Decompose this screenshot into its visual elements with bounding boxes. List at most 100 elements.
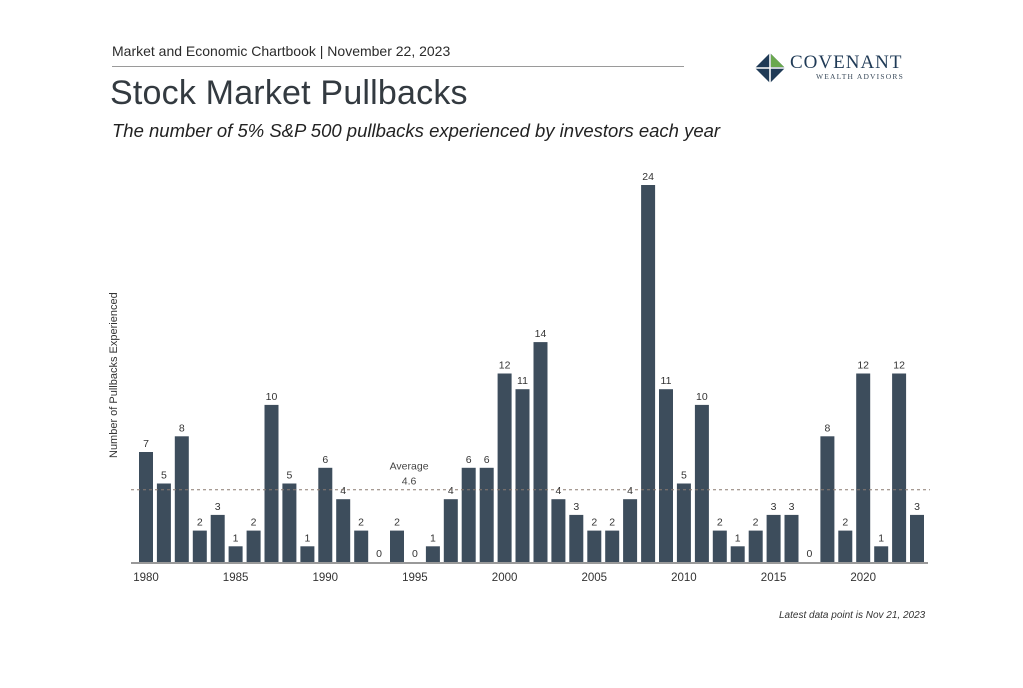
value-label-2003: 4: [555, 485, 561, 497]
bars-group: [139, 185, 924, 563]
bar-1980: [139, 452, 153, 562]
value-label-2002: 14: [535, 328, 547, 340]
value-label-1985: 1: [233, 532, 239, 544]
bar-2015: [766, 514, 781, 562]
value-label-1990: 6: [322, 454, 328, 466]
bar-2010: [676, 483, 691, 562]
bar-1984: [210, 514, 225, 562]
value-label-2006: 2: [609, 517, 615, 529]
x-tick-2015: 2015: [761, 572, 787, 584]
bar-2001: [515, 389, 530, 562]
value-label-2011: 10: [696, 391, 708, 403]
bar-1999: [479, 467, 494, 563]
x-tick-1995: 1995: [402, 572, 428, 584]
value-label-2007: 4: [627, 485, 633, 497]
bar-1992: [354, 530, 369, 562]
value-label-2012: 2: [717, 517, 723, 529]
bar-2014: [748, 530, 763, 562]
footnote: Latest data point is Nov 21, 2023: [779, 610, 926, 621]
bar-2020: [856, 373, 871, 562]
value-label-2014: 2: [753, 517, 759, 529]
bar-1987: [264, 404, 279, 562]
x-tick-2005: 2005: [582, 572, 608, 584]
bar-2023: [910, 514, 924, 562]
page-subtitle: The number of 5% S&P 500 pullbacks exper…: [112, 120, 721, 141]
bar-1985: [228, 546, 243, 562]
x-tick-2010: 2010: [671, 572, 697, 584]
value-label-1996: 1: [430, 532, 436, 544]
value-label-1998: 6: [466, 454, 472, 466]
bar-2003: [551, 499, 566, 562]
value-label-1982: 8: [179, 422, 185, 434]
x-tick-1990: 1990: [313, 572, 339, 584]
x-tick-labels-group: 1980 1985 1990 1995 2000 2005 2010 2015 2020: [133, 572, 876, 584]
value-label-2021: 1: [878, 532, 884, 544]
value-label-1993: 0: [376, 548, 382, 560]
value-label-1984: 3: [215, 501, 221, 513]
bar-2008: [641, 185, 656, 562]
value-label-2001: 11: [517, 375, 528, 387]
average-label: Average: [390, 461, 429, 473]
value-label-1980: 7: [143, 438, 149, 450]
value-label-2022: 12: [893, 360, 905, 372]
company-logo: COVENANT WEALTH ADVISORS: [754, 50, 924, 86]
value-label-1995: 0: [412, 548, 418, 560]
value-label-2004: 3: [573, 501, 579, 513]
bar-2007: [623, 499, 638, 562]
bar-1990: [318, 467, 333, 563]
bar-2004: [569, 514, 584, 562]
y-axis-label: Number of Pullbacks Experienced: [108, 292, 120, 458]
bar-1988: [282, 483, 297, 562]
value-label-2016: 3: [789, 501, 795, 513]
bar-2009: [659, 389, 673, 562]
value-label-2005: 2: [591, 517, 597, 529]
bar-1994: [390, 530, 404, 562]
value-label-1999: 6: [484, 454, 490, 466]
value-label-2008: 24: [642, 171, 654, 183]
value-label-2010: 5: [681, 470, 687, 482]
bar-1989: [300, 546, 315, 562]
x-tick-2000: 2000: [492, 572, 518, 584]
bar-2011: [694, 404, 709, 562]
value-label-1987: 10: [266, 391, 278, 403]
bar-1997: [443, 499, 458, 562]
value-label-1981: 5: [161, 470, 167, 482]
bar-1983: [192, 530, 207, 562]
bar-2000: [497, 373, 512, 562]
bar-1986: [246, 530, 261, 562]
x-tick-1985: 1985: [223, 572, 249, 584]
bar-1996: [425, 546, 440, 562]
x-tick-1980: 1980: [133, 572, 159, 584]
value-label-2020: 12: [857, 360, 869, 372]
bar-2005: [587, 530, 602, 562]
average-value-label: 4.6: [402, 476, 417, 488]
page-title: Stock Market Pullbacks: [110, 74, 468, 112]
value-label-2015: 3: [771, 501, 777, 513]
bar-2019: [838, 530, 853, 562]
logo-subtitle: WEALTH ADVISORS: [816, 72, 904, 81]
bar-2013: [730, 546, 745, 562]
value-label-1988: 5: [286, 470, 292, 482]
value-label-1989: 1: [304, 532, 310, 544]
bar-1991: [336, 499, 351, 562]
value-label-2019: 2: [842, 517, 848, 529]
bar-2006: [605, 530, 620, 562]
value-label-1991: 4: [340, 485, 346, 497]
bar-2012: [712, 530, 727, 562]
bar-1998: [461, 467, 476, 563]
chartbook-header: Market and Economic Chartbook | November…: [112, 43, 451, 59]
value-label-2000: 12: [499, 360, 511, 372]
value-label-2009: 11: [661, 375, 672, 387]
covenant-logo-icon: [755, 53, 785, 83]
bar-2021: [874, 546, 889, 562]
bar-1981: [156, 483, 171, 562]
bar-2016: [784, 514, 799, 562]
bar-1982: [174, 436, 189, 562]
value-label-1994: 2: [394, 517, 400, 529]
value-label-1983: 2: [197, 517, 203, 529]
value-label-2023: 3: [914, 501, 920, 513]
value-label-1992: 2: [358, 517, 364, 529]
value-label-2018: 8: [824, 422, 830, 434]
